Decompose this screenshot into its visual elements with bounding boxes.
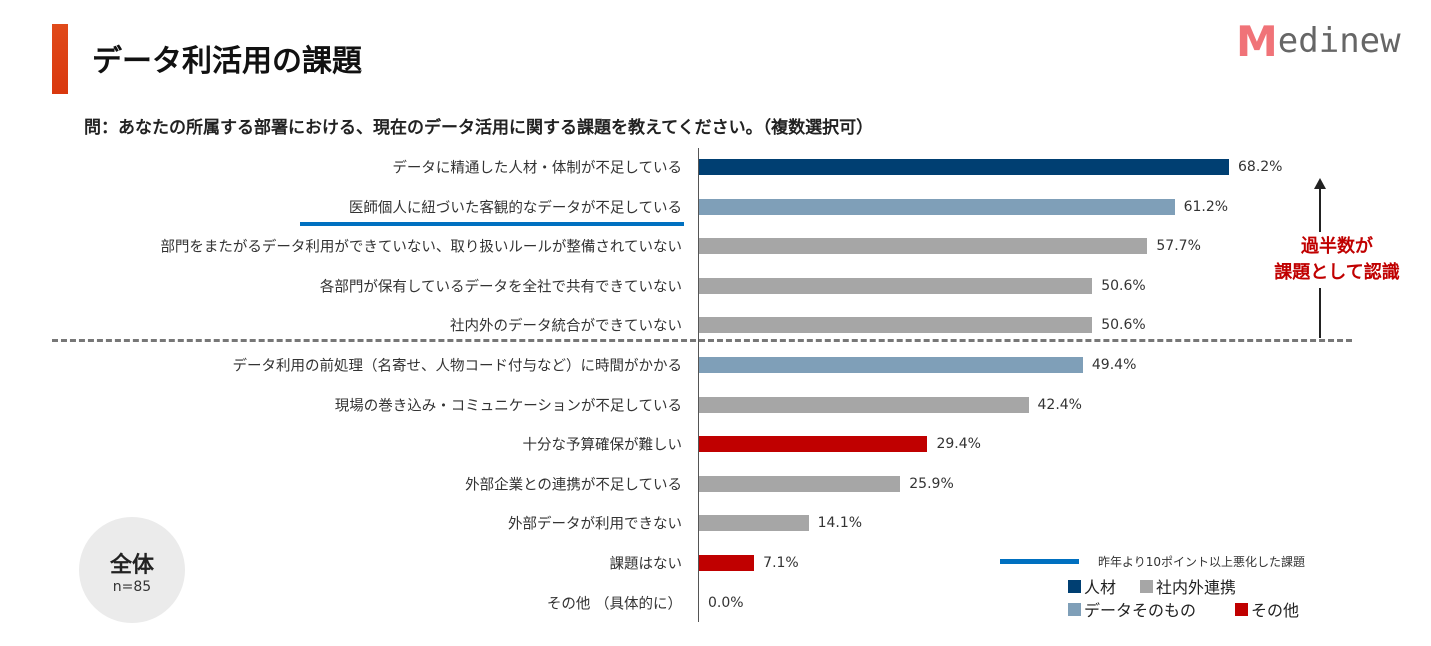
survey-question: 問：あなたの所属する部署における、現在のデータ活用に関する課題を教えてください。… <box>84 118 874 138</box>
data-label: 50.6% <box>1101 317 1146 334</box>
page-title: データ利活用の課題 <box>92 44 362 79</box>
bar <box>699 396 1029 413</box>
arrow-up-icon <box>1314 178 1326 189</box>
legend-worsened-label: 昨年より10ポイント以上悪化した課題 <box>1098 555 1306 569</box>
category-label: 外部データが利用できない <box>508 516 682 533</box>
majority-annotation: 過半数が 課題として認識 <box>1262 232 1412 288</box>
category-label: その他 （具体的に） <box>546 596 682 613</box>
worsened-underline <box>300 222 684 226</box>
sample-badge: 全体 n=85 <box>79 517 185 623</box>
category-label: データに精通した人材・体制が不足している <box>392 160 682 177</box>
bar <box>699 159 1229 175</box>
data-label: 68.2% <box>1238 159 1283 175</box>
legend-worsened-line <box>1000 559 1079 564</box>
title-accent-bar <box>52 24 68 94</box>
category-label: 社内外のデータ統合ができていない <box>450 318 682 335</box>
category-label: 現場の巻き込み・コミュニケーションが不足している <box>334 398 682 415</box>
data-label: 14.1% <box>817 515 863 532</box>
legend-swatch <box>1068 602 1081 616</box>
data-label: 42.4% <box>1037 396 1082 413</box>
category-label: 外部企業との連携が不足している <box>465 477 682 494</box>
data-label: 50.6% <box>1101 277 1146 294</box>
bar <box>699 198 1175 215</box>
category-label: 部門をまたがるデータ利用ができていない、取り扱いルールが整備されていない <box>160 239 682 256</box>
bar <box>699 238 1148 255</box>
y-axis-line <box>698 148 699 622</box>
data-label: 29.4% <box>936 436 981 453</box>
majority-divider <box>52 339 1352 342</box>
legend-item-renkei: 社内外連携 <box>1140 574 1236 598</box>
data-label: 49.4% <box>1091 357 1137 373</box>
bar <box>699 357 1083 373</box>
bar <box>699 515 809 532</box>
category-label: データ利用の前処理（名寄せ、人物コード付与など）に時間がかかる <box>232 358 683 375</box>
category-label: 十分な予算確保が難しい <box>522 437 683 454</box>
data-label: 7.1% <box>763 555 799 571</box>
legend-item-data: データそのもの <box>1068 597 1196 621</box>
bar <box>699 436 928 453</box>
data-label: 61.2% <box>1183 198 1229 215</box>
bar <box>699 277 1093 294</box>
legend-swatch <box>1068 579 1081 593</box>
legend-swatch <box>1235 602 1248 616</box>
legend-swatch <box>1140 579 1153 593</box>
data-label: 25.9% <box>909 475 954 492</box>
bar <box>699 475 901 492</box>
legend-item-jinzai: 人材 <box>1068 574 1116 598</box>
legend-item-other: その他 <box>1235 597 1299 621</box>
bar <box>699 317 1093 334</box>
data-label: 57.7% <box>1156 238 1201 255</box>
bar <box>699 555 755 571</box>
data-label: 0.0% <box>708 594 744 611</box>
category-label: 医師個人に紐づいた客観的なデータが不足している <box>348 200 682 217</box>
category-label: 課題はない <box>609 556 683 573</box>
category-label: 各部門が保有しているデータを全社で共有できていない <box>319 279 682 296</box>
